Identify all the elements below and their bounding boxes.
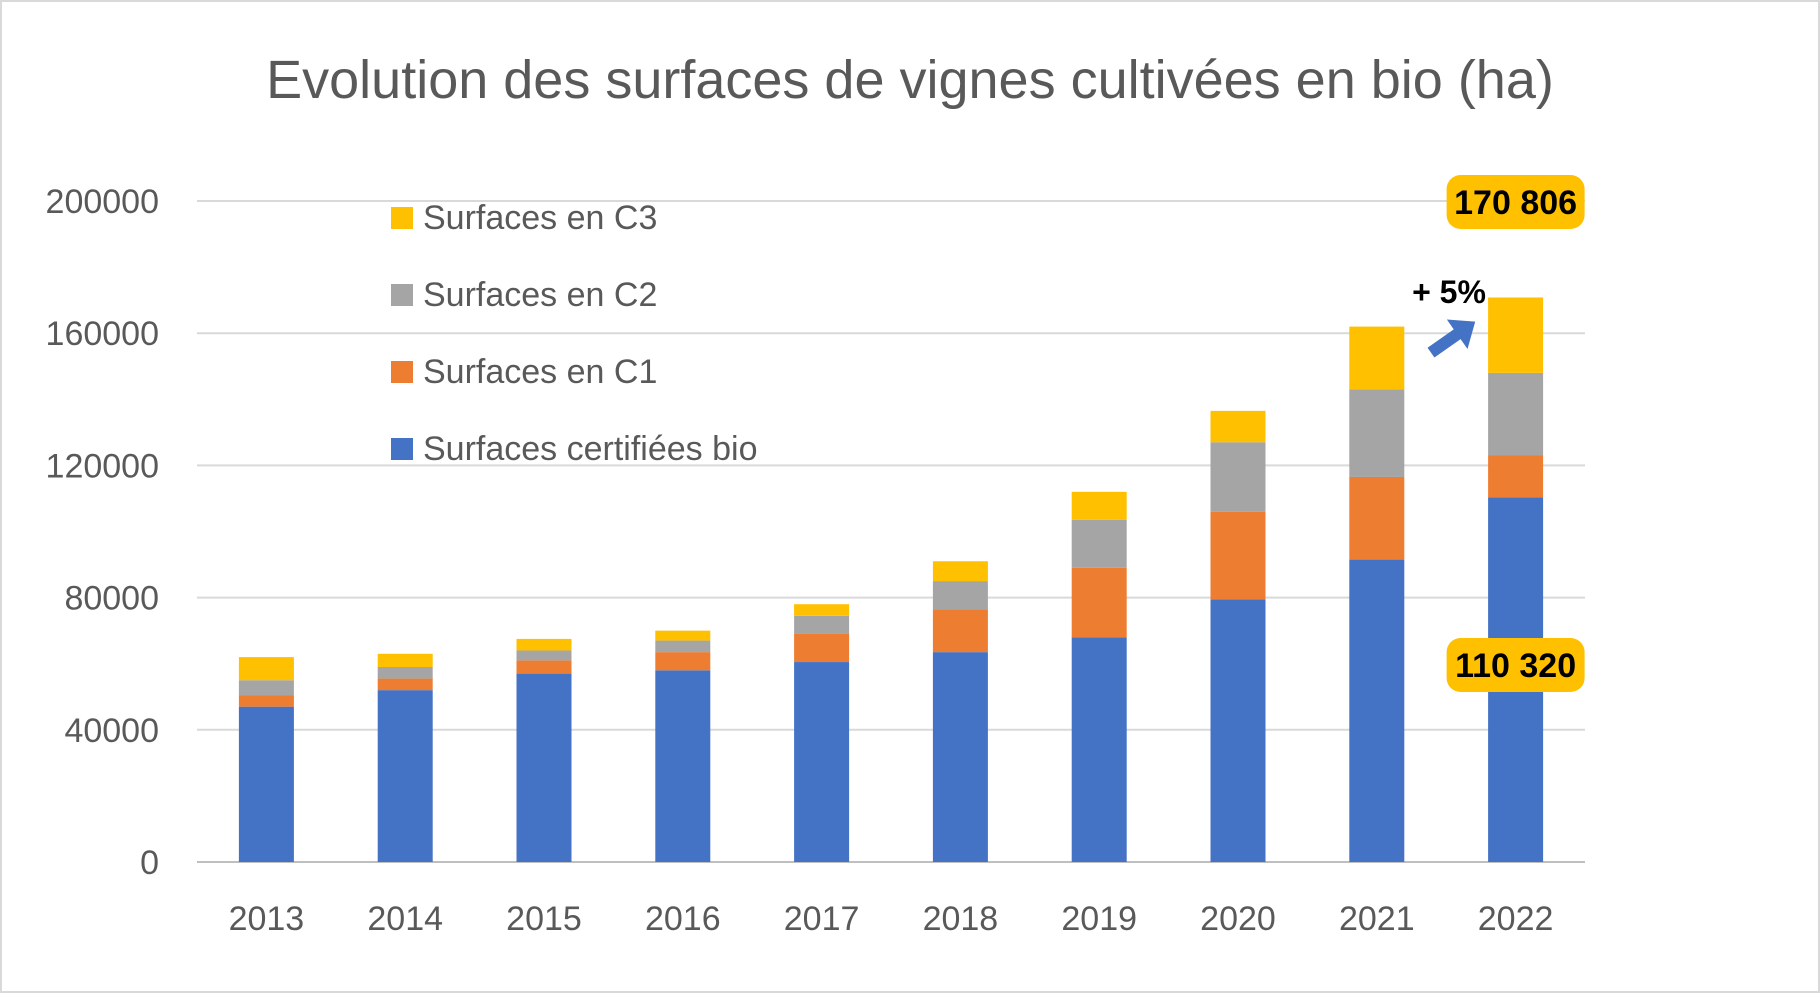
- bar-2016-surfaces-en-c1: [655, 652, 711, 671]
- bar-2022-surfaces-en-c2: [1488, 372, 1544, 456]
- legend-label-surfaces-en-c2: Surfaces en C2: [423, 276, 657, 314]
- bar-2017-surfaces-certifiees-bio: [794, 662, 850, 862]
- bar-2018-surfaces-en-c3: [932, 561, 988, 582]
- bar-2013-surfaces-en-c3: [238, 657, 294, 681]
- total-2022-label-background: [1446, 175, 1585, 229]
- bar-2016-surfaces-certifiees-bio: [655, 670, 711, 862]
- bar-2019-surfaces-certifiees-bio: [1071, 637, 1127, 862]
- growth-label: + 5%: [1412, 274, 1486, 310]
- x-tick-label: 2016: [645, 900, 721, 938]
- legend: Surfaces en C3 Surfaces en C2 Surfaces en …: [391, 199, 758, 468]
- y-axis-tick-labels: 0 40000 80000 120000 160000 200000: [46, 183, 159, 882]
- bar-2020-surfaces-en-c2: [1210, 442, 1266, 512]
- bar-2020-surfaces-en-c3: [1210, 410, 1266, 443]
- bar-2014-surfaces-certifiees-bio: [377, 690, 433, 862]
- bar-2019-surfaces-en-c2: [1071, 519, 1127, 568]
- bar-2018-surfaces-en-c1: [932, 609, 988, 653]
- legend-swatch-surfaces-en-c1: [391, 361, 413, 383]
- chart-title: Evolution des surfaces de vignes cultivé…: [266, 50, 1554, 110]
- bar-2018-surfaces-certifiees-bio: [932, 652, 988, 862]
- bar-2017-surfaces-en-c3: [794, 604, 850, 616]
- legend-swatch-surfaces-certifiees-bio: [391, 438, 413, 460]
- bar-2021-surfaces-en-c1: [1349, 476, 1405, 560]
- bar-2014-surfaces-en-c2: [377, 667, 433, 679]
- bars: [238, 297, 1544, 862]
- legend-swatch-surfaces-en-c2: [391, 284, 413, 306]
- x-tick-label: 2021: [1339, 900, 1415, 938]
- bar-2019-surfaces-en-c1: [1071, 567, 1127, 638]
- certified-2022-label-background: [1446, 638, 1585, 692]
- x-tick-label: 2020: [1200, 900, 1276, 938]
- bar-2014-surfaces-en-c3: [377, 653, 433, 668]
- y-tick-label: 0: [140, 844, 159, 882]
- bar-2013-surfaces-certifiees-bio: [238, 706, 294, 862]
- x-tick-label: 2015: [506, 900, 582, 938]
- bar-2015-surfaces-certifiees-bio: [516, 673, 572, 862]
- bar-2015-surfaces-en-c2: [516, 650, 572, 661]
- y-tick-label: 200000: [46, 183, 159, 221]
- y-tick-label: 160000: [46, 315, 159, 353]
- x-tick-label: 2018: [923, 900, 999, 938]
- x-tick-label: 2017: [784, 900, 860, 938]
- bar-2018-surfaces-en-c2: [932, 581, 988, 610]
- bar-2019-surfaces-en-c3: [1071, 491, 1127, 520]
- annotations: 170 806 110 320 + 5%: [1412, 175, 1585, 692]
- bar-2020-surfaces-en-c1: [1210, 511, 1266, 600]
- growth-arrow-icon: [1427, 319, 1476, 358]
- legend-label-surfaces-certifiees-bio: Surfaces certifiées bio: [423, 430, 758, 468]
- x-tick-label: 2013: [229, 900, 305, 938]
- bar-2014-surfaces-en-c1: [377, 678, 433, 691]
- bar-2021-surfaces-certifiees-bio: [1349, 559, 1405, 862]
- legend-swatch-surfaces-en-c3: [391, 207, 413, 229]
- bar-2020-surfaces-certifiees-bio: [1210, 599, 1266, 862]
- legend-label-surfaces-en-c1: Surfaces en C1: [423, 353, 657, 391]
- bar-2021-surfaces-en-c2: [1349, 389, 1405, 477]
- x-tick-label: 2022: [1478, 900, 1554, 938]
- bar-2016-surfaces-en-c2: [655, 640, 711, 653]
- total-2022-label: 170 806: [1454, 184, 1577, 222]
- x-tick-label: 2019: [1061, 900, 1137, 938]
- bar-2017-surfaces-en-c1: [794, 633, 850, 663]
- y-tick-label: 80000: [64, 580, 159, 618]
- x-axis-tick-labels: 2013 2014 2015 2016 2017 2018 2019 2020 2021 2022: [229, 900, 1554, 938]
- bar-2017-surfaces-en-c2: [794, 615, 850, 634]
- y-tick-label: 40000: [64, 712, 159, 750]
- bar-2022-surfaces-en-c3: [1488, 297, 1544, 373]
- certified-2022-label: 110 320: [1455, 647, 1576, 685]
- x-tick-label: 2014: [367, 900, 443, 938]
- bar-2013-surfaces-en-c1: [238, 695, 294, 707]
- bar-2021-surfaces-en-c3: [1349, 326, 1405, 390]
- bar-2016-surfaces-en-c3: [655, 630, 711, 641]
- y-tick-label: 120000: [46, 447, 159, 485]
- bar-2015-surfaces-en-c1: [516, 660, 572, 674]
- bar-2015-surfaces-en-c3: [516, 638, 572, 651]
- bar-2022-surfaces-en-c1: [1488, 455, 1544, 498]
- bar-2013-surfaces-en-c2: [238, 680, 294, 696]
- legend-label-surfaces-en-c3: Surfaces en C3: [423, 199, 657, 237]
